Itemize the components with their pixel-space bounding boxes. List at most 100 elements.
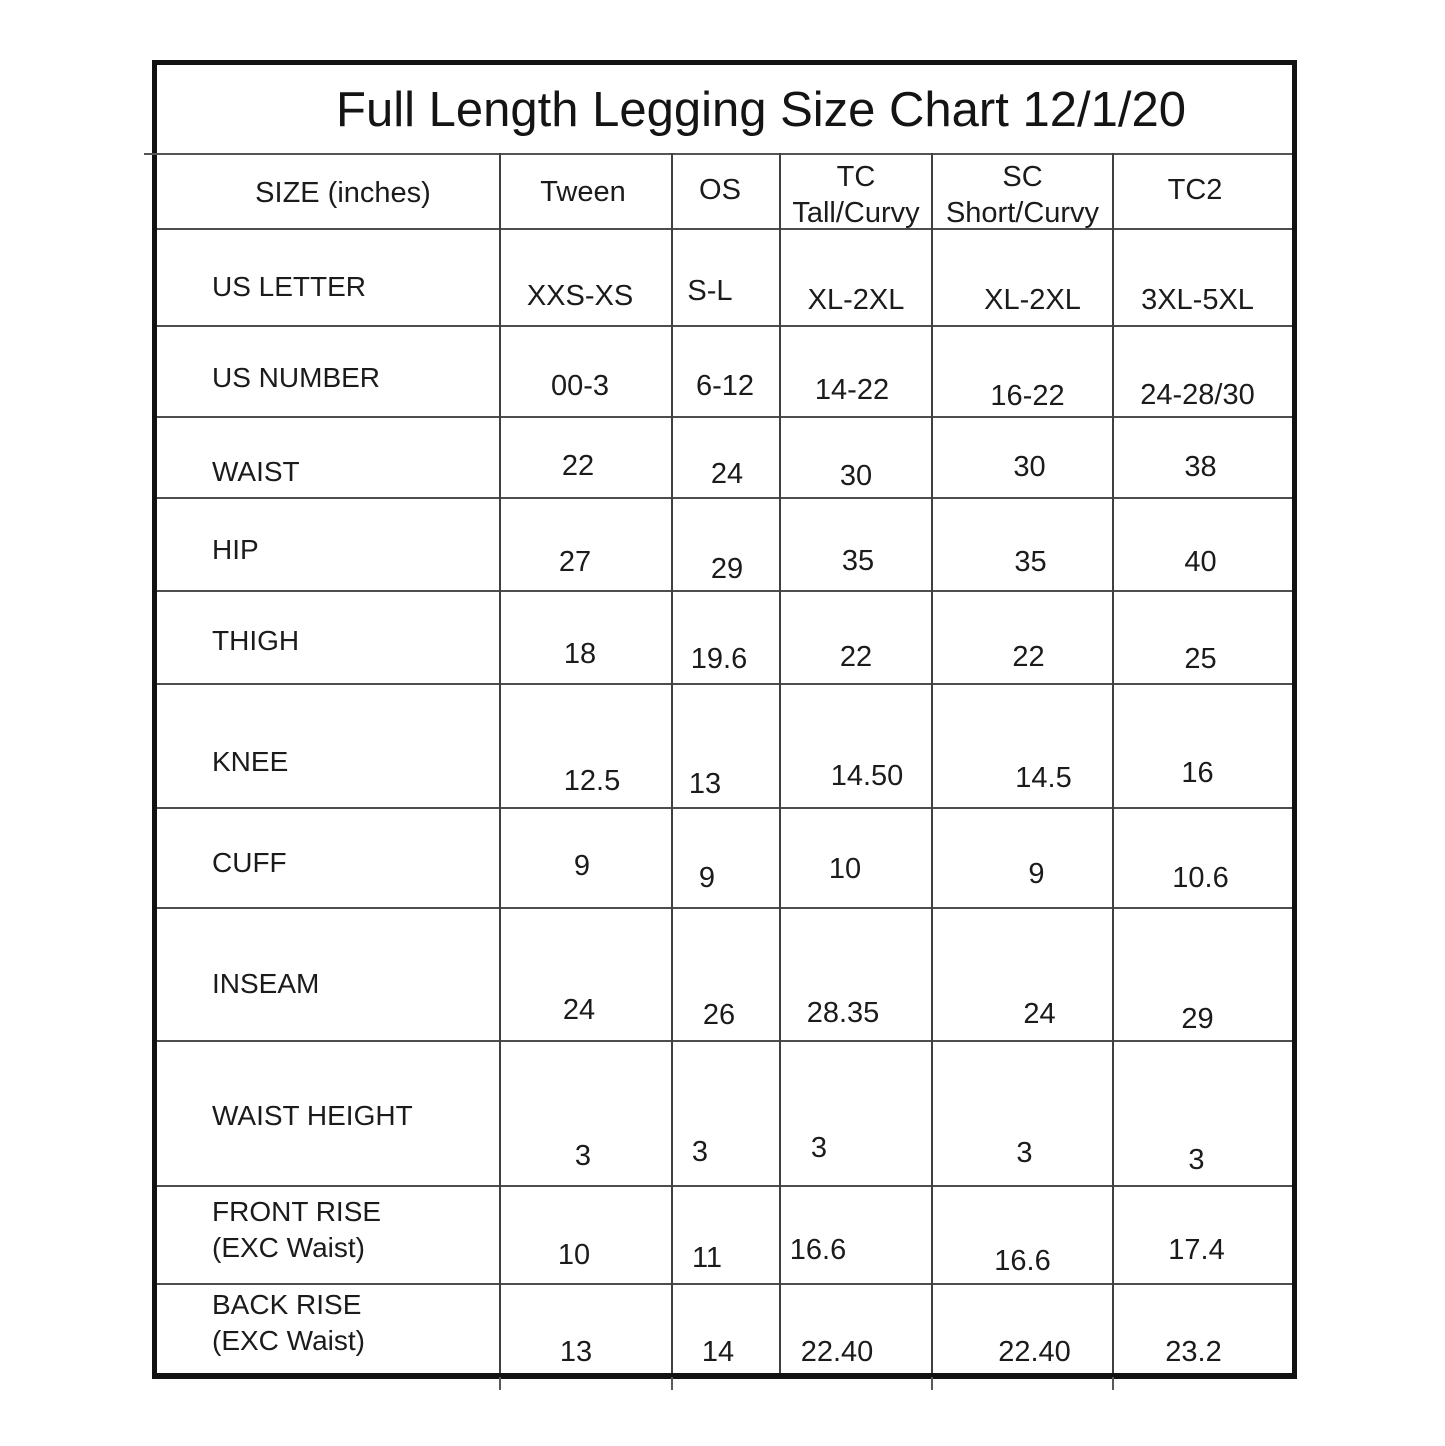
row-divider — [157, 1185, 1292, 1187]
cell-value: 22.40 — [800, 1336, 874, 1368]
column-header-tween: Tween — [540, 176, 626, 208]
column-header-sc: SC Short/Curvy — [946, 159, 1099, 231]
row-label: WAIST — [212, 456, 300, 487]
cell-value: 35 — [1014, 546, 1047, 578]
column-divider — [1112, 153, 1114, 1373]
cell-value: 25 — [1184, 643, 1217, 675]
row-label-line2: (EXC Waist) — [212, 1232, 365, 1263]
column-header-line1: SC — [1002, 161, 1043, 193]
border-stub — [499, 1377, 501, 1390]
column-header-tc2: TC2 — [1167, 174, 1223, 206]
column-divider — [671, 153, 673, 1373]
row-divider — [157, 590, 1292, 592]
cell-value: 12.5 — [563, 765, 621, 797]
cell-value: 13 — [688, 768, 722, 800]
row-label: INSEAM — [212, 968, 320, 999]
cell-value: 10 — [557, 1239, 591, 1271]
cell-value: 13 — [559, 1336, 593, 1368]
cell-value: 3 — [1188, 1144, 1205, 1176]
cell-value: XL-2XL — [807, 284, 905, 316]
chart-title: Full Length Legging Size Chart 12/1/20 — [336, 83, 1186, 137]
row-divider — [157, 1040, 1292, 1042]
row-divider — [157, 907, 1292, 909]
row-label: HIP — [212, 534, 259, 565]
column-header-line1: TC — [836, 161, 876, 193]
cell-value: 11 — [691, 1242, 723, 1274]
row-label-line2: (EXC Waist) — [212, 1325, 365, 1356]
cell-value: 26 — [702, 999, 736, 1031]
cell-value: 6-12 — [695, 370, 755, 402]
cell-value: 30 — [839, 460, 873, 492]
cell-value: 3XL-5XL — [1141, 284, 1254, 316]
row-label: US LETTER — [212, 271, 367, 302]
cell-value: 35 — [841, 545, 875, 577]
cell-value: 23.2 — [1165, 1336, 1222, 1368]
column-divider — [779, 153, 781, 1373]
cell-value: 40 — [1184, 546, 1217, 578]
cell-value: 9 — [698, 862, 716, 894]
cell-value: 16.6 — [789, 1234, 847, 1266]
column-divider — [499, 153, 501, 1373]
cell-value: 18 — [563, 638, 597, 670]
column-header-size: SIZE (inches) — [255, 177, 431, 209]
title-divider — [144, 153, 1292, 155]
cell-value: 10.6 — [1172, 862, 1229, 894]
column-header-line2: Short/Curvy — [945, 197, 1100, 229]
cell-value: XL-2XL — [984, 284, 1081, 316]
border-stub — [1112, 1377, 1114, 1390]
row-divider — [157, 325, 1292, 327]
cell-value: 16-22 — [990, 380, 1065, 412]
column-header-os: OS — [699, 174, 741, 206]
cell-value: 22 — [1012, 641, 1045, 673]
row-divider — [157, 416, 1292, 418]
cell-value: 19.6 — [690, 643, 748, 675]
column-divider — [931, 153, 933, 1373]
cell-value: 14.50 — [830, 760, 904, 792]
cell-value: 14.5 — [1015, 762, 1072, 794]
size-chart-table: Full Length Legging Size Chart 12/1/20 S… — [144, 60, 1297, 1390]
cell-value: 3 — [1016, 1137, 1033, 1169]
cell-value: 30 — [1013, 451, 1046, 483]
cell-value: 16 — [1181, 757, 1214, 789]
cell-value: 14-22 — [814, 374, 890, 406]
cell-value: 29 — [1181, 1003, 1214, 1035]
row-label: KNEE — [212, 746, 289, 777]
row-label: CUFF — [212, 847, 287, 878]
cell-value: 22 — [561, 450, 595, 482]
row-label: WAIST HEIGHT — [212, 1100, 413, 1131]
cell-value: 22 — [839, 641, 873, 673]
cell-value: 9 — [1028, 858, 1045, 890]
cell-value: 3 — [691, 1136, 709, 1168]
cell-value: 17.4 — [1168, 1234, 1225, 1266]
column-header-tc: TC Tall/Curvy — [792, 159, 919, 231]
cell-value: 00-3 — [550, 370, 610, 402]
cell-value: XXS-XS — [526, 280, 634, 312]
cell-value: S-L — [687, 275, 733, 307]
cell-value: 3 — [810, 1132, 828, 1164]
row-label-line1: BACK RISE — [212, 1289, 362, 1320]
row-label: US NUMBER — [212, 362, 381, 393]
cell-value: 24 — [1023, 998, 1056, 1030]
cell-value: 3 — [574, 1140, 592, 1172]
row-label: BACK RISE (EXC Waist) — [212, 1287, 365, 1359]
cell-value: 38 — [1184, 451, 1217, 483]
cell-value: 16.6 — [994, 1245, 1051, 1277]
row-divider — [157, 1283, 1292, 1285]
column-header-line2: Tall/Curvy — [792, 197, 920, 229]
row-label: THIGH — [212, 625, 300, 656]
cell-value: 24 — [710, 458, 744, 490]
cell-value: 22.40 — [998, 1336, 1071, 1368]
cell-value: 14 — [701, 1336, 735, 1368]
cell-value: 24 — [562, 994, 596, 1026]
row-divider — [157, 807, 1292, 809]
cell-value: 28.35 — [806, 997, 880, 1029]
cell-value: 29 — [710, 553, 744, 585]
border-stub — [931, 1377, 933, 1390]
row-label: FRONT RISE (EXC Waist) — [212, 1194, 381, 1266]
cell-value: 24-28/30 — [1140, 379, 1255, 411]
row-divider — [157, 683, 1292, 685]
cell-value: 9 — [573, 850, 591, 882]
cell-value: 10 — [828, 853, 862, 885]
row-label-line1: FRONT RISE — [212, 1196, 382, 1227]
